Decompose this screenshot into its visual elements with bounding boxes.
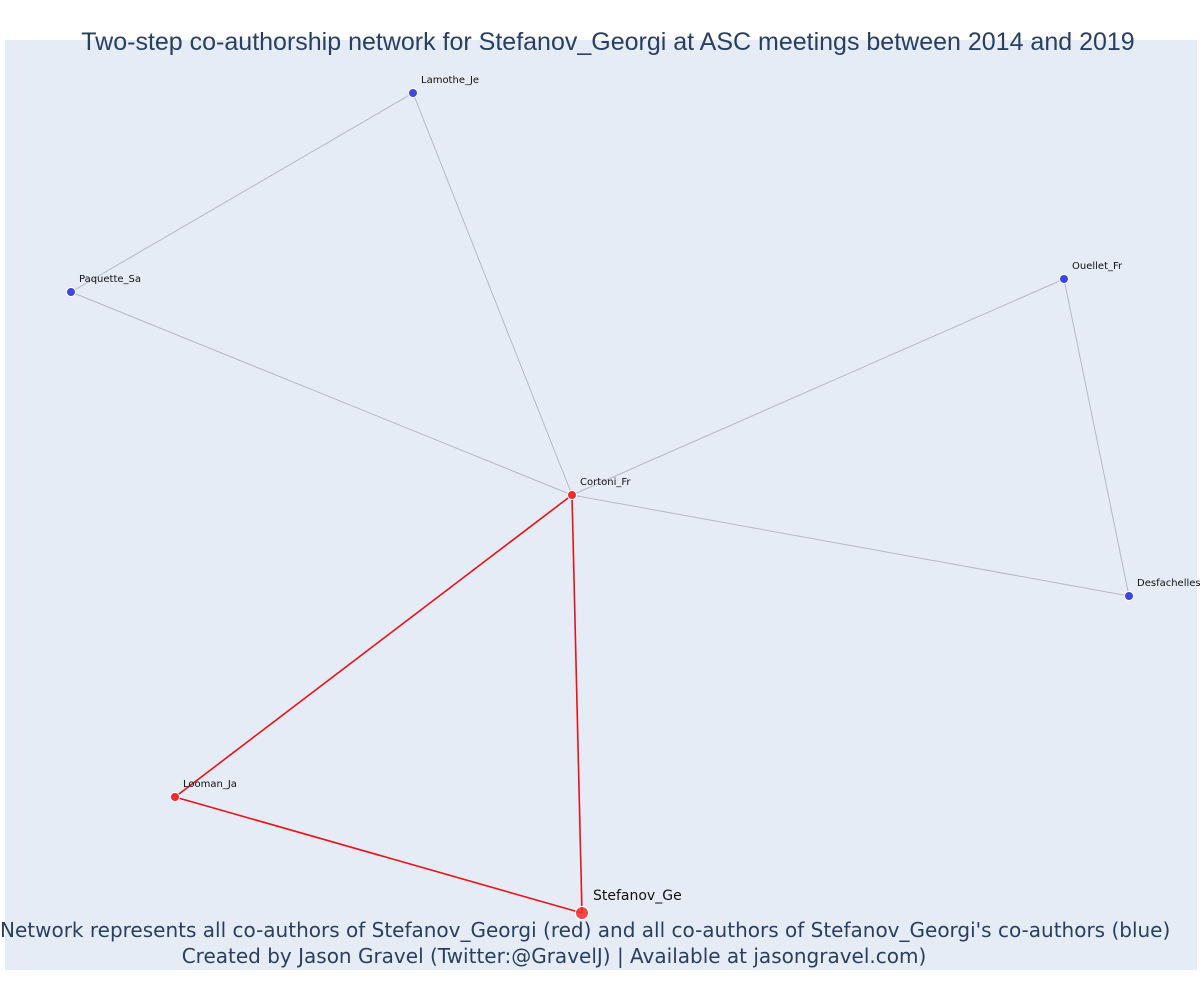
edges-layer [70, 92, 1130, 914]
edge-cortoni-looman [174, 494, 573, 798]
plot-area [5, 40, 1197, 970]
caption-line-2: Created by Jason Gravel (Twitter:@Gravel… [181, 944, 927, 968]
edge-lamothe-paquette [70, 92, 414, 293]
nodes-layer: Lamothe_Je Paquette_Sa Ouellet_Fr Cortoni_F… [66, 75, 1200, 920]
edge-lamothe-cortoni [412, 92, 573, 496]
node-marker[interactable] [1059, 274, 1069, 284]
node-desfachelles[interactable]: Desfachelles [1124, 578, 1200, 601]
edge-cortoni-desfachelles [571, 494, 1130, 597]
node-marker[interactable] [575, 906, 589, 920]
node-looman[interactable]: Looman_Ja [170, 779, 237, 802]
node-label: Stefanov_Ge [593, 888, 682, 904]
node-label: Lamothe_Je [421, 75, 479, 86]
node-label: Paquette_Sa [79, 274, 141, 285]
node-stefanov[interactable]: Stefanov_Ge [575, 888, 682, 920]
node-label: Looman_Ja [183, 779, 237, 790]
caption-line-1: Network represents all co-authors of Ste… [0, 918, 1171, 942]
node-cortoni[interactable]: Cortoni_Fr [567, 477, 632, 500]
edge-looman-stefanov [174, 796, 583, 914]
edge-ouellet-cortoni [571, 278, 1065, 496]
node-paquette[interactable]: Paquette_Sa [66, 274, 142, 297]
node-label: Cortoni_Fr [580, 477, 631, 488]
chart-title: Two-step co-authorship network for Stefa… [81, 28, 1135, 56]
node-label: Desfachelles [1137, 578, 1200, 589]
node-marker[interactable] [66, 287, 76, 297]
edge-cortoni-stefanov [571, 494, 583, 914]
node-marker[interactable] [408, 88, 418, 98]
node-marker[interactable] [170, 792, 180, 802]
node-ouellet[interactable]: Ouellet_Fr [1059, 261, 1124, 284]
node-marker[interactable] [567, 490, 577, 500]
node-lamothe[interactable]: Lamothe_Je [408, 75, 480, 98]
node-marker[interactable] [1124, 591, 1134, 601]
node-label: Ouellet_Fr [1072, 261, 1123, 272]
edge-paquette-cortoni [70, 291, 573, 496]
edge-ouellet-desfachelles [1063, 278, 1130, 597]
